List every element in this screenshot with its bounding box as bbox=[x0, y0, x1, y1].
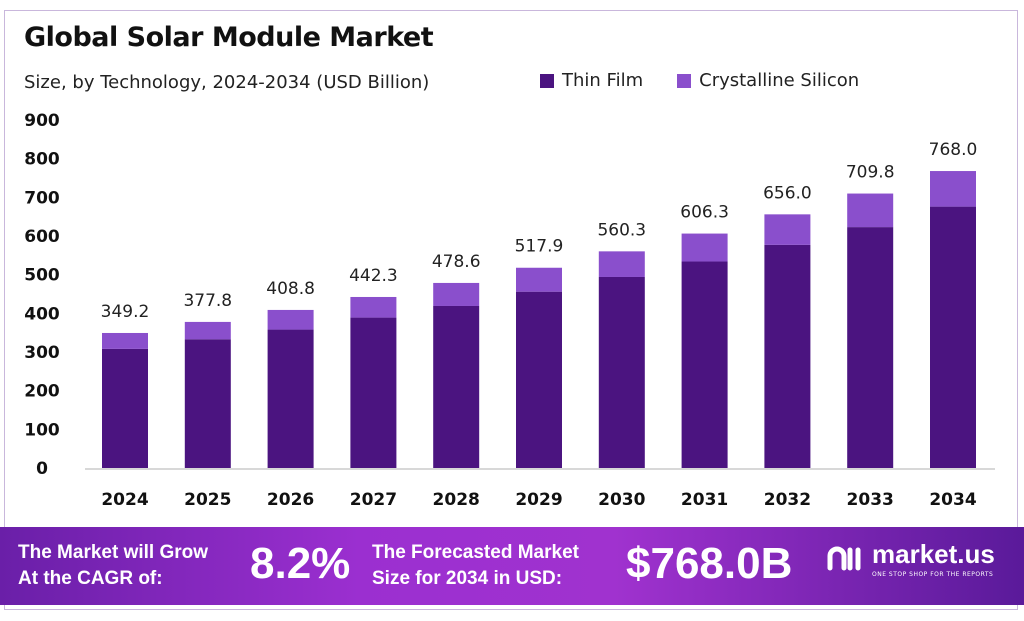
forecast-label: The Forecasted Market Size for 2034 in U… bbox=[372, 540, 579, 592]
x-tick-label: 2029 bbox=[515, 490, 562, 510]
logo-text: market.us bbox=[872, 539, 995, 569]
forecast-label-line2: Size for 2034 in USD: bbox=[372, 568, 563, 589]
y-tick-label: 800 bbox=[24, 150, 60, 170]
forecast-value: $768.0B bbox=[626, 539, 793, 588]
bar-crystalline-silicon-2028 bbox=[433, 282, 480, 306]
bar-crystalline-silicon-2032 bbox=[764, 214, 811, 245]
cagr-label-line1: The Market will Grow bbox=[18, 542, 209, 563]
y-tick-label: 400 bbox=[24, 304, 60, 324]
bar-crystalline-silicon-2026 bbox=[267, 309, 314, 330]
data-label-total: 768.0 bbox=[929, 140, 978, 160]
data-label-total: 656.0 bbox=[763, 183, 812, 203]
x-tick-label: 2026 bbox=[267, 490, 314, 510]
cagr-label: The Market will Grow At the CAGR of: bbox=[18, 540, 208, 592]
bar-thin-film-2032 bbox=[764, 244, 811, 468]
x-tick-label: 2025 bbox=[184, 490, 231, 510]
data-label-total: 560.3 bbox=[597, 220, 646, 240]
legend-label: Crystalline Silicon bbox=[699, 70, 860, 91]
y-tick-label: 100 bbox=[24, 420, 60, 440]
bar-crystalline-silicon-2024 bbox=[102, 332, 148, 349]
data-label-total: 377.8 bbox=[183, 291, 232, 311]
data-label-total: 709.8 bbox=[846, 163, 895, 183]
data-label-total: 478.6 bbox=[432, 252, 481, 272]
x-tick-label: 2030 bbox=[598, 490, 645, 510]
data-label-total: 442.3 bbox=[349, 266, 398, 286]
x-tick-label: 2031 bbox=[681, 490, 728, 510]
bar-crystalline-silicon-2033 bbox=[847, 193, 894, 228]
legend: Thin Film Crystalline Silicon bbox=[540, 70, 859, 91]
bar-crystalline-silicon-2027 bbox=[350, 296, 397, 318]
x-tick-label: 2033 bbox=[847, 490, 894, 510]
bar-crystalline-silicon-2034 bbox=[930, 171, 976, 207]
cagr-value: 8.2% bbox=[250, 539, 351, 588]
data-label-total: 349.2 bbox=[101, 302, 150, 322]
bar-thin-film-2029 bbox=[516, 291, 562, 468]
bar-crystalline-silicon-2031 bbox=[681, 233, 728, 262]
chart-title: Global Solar Module Market bbox=[24, 22, 434, 53]
data-label-total: 408.8 bbox=[266, 279, 315, 299]
bar-thin-film-2028 bbox=[433, 305, 480, 468]
legend-item-thin-film: Thin Film bbox=[540, 70, 643, 91]
legend-item-crystalline-silicon: Crystalline Silicon bbox=[677, 70, 859, 91]
bar-crystalline-silicon-2025 bbox=[184, 321, 231, 340]
y-tick-label: 200 bbox=[24, 382, 60, 402]
y-tick-label: 700 bbox=[24, 188, 60, 208]
logo-icon bbox=[827, 546, 861, 571]
bar-thin-film-2031 bbox=[681, 261, 728, 468]
logo-text-group: market.us ONE STOP SHOP FOR THE REPORTS bbox=[872, 539, 995, 579]
chart-frame bbox=[4, 10, 1018, 610]
bar-chart: 0 100 200 300 400 500 600 700 800 900 349.2 2024 377… bbox=[24, 111, 995, 510]
y-tick-label: 500 bbox=[24, 266, 60, 286]
x-tick-label: 2027 bbox=[350, 490, 397, 510]
legend-swatch-crystalline-silicon bbox=[677, 73, 692, 88]
market-us-logo: market.us ONE STOP SHOP FOR THE REPORTS bbox=[826, 539, 995, 579]
forecast-label-line1: The Forecasted Market bbox=[372, 542, 579, 563]
bar-thin-film-2026 bbox=[267, 329, 314, 468]
x-tick-label: 2024 bbox=[101, 490, 148, 510]
cagr-label-line2: At the CAGR of: bbox=[18, 568, 163, 589]
bar-crystalline-silicon-2029 bbox=[516, 267, 562, 292]
chart-subtitle: Size, by Technology, 2024-2034 (USD Bill… bbox=[24, 72, 430, 93]
y-tick-label: 0 bbox=[36, 459, 48, 479]
data-label-total: 606.3 bbox=[680, 203, 729, 223]
logo-tagline: ONE STOP SHOP FOR THE REPORTS bbox=[872, 571, 994, 578]
bar-crystalline-silicon-2030 bbox=[598, 251, 645, 277]
y-tick-label: 900 bbox=[24, 111, 60, 131]
bar-thin-film-2025 bbox=[184, 339, 231, 468]
bar-thin-film-2034 bbox=[930, 206, 976, 468]
x-tick-label: 2028 bbox=[433, 490, 480, 510]
y-tick-label: 300 bbox=[24, 343, 60, 363]
data-label-total: 517.9 bbox=[515, 237, 564, 257]
x-tick-label: 2032 bbox=[764, 490, 811, 510]
summary-banner: The Market will Grow At the CAGR of: 8.2… bbox=[0, 527, 1024, 605]
x-tick-label: 2034 bbox=[929, 490, 976, 510]
bar-thin-film-2030 bbox=[598, 276, 645, 468]
legend-label: Thin Film bbox=[562, 70, 644, 91]
bar-thin-film-2027 bbox=[350, 317, 397, 468]
bar-thin-film-2024 bbox=[102, 348, 148, 468]
y-tick-label: 600 bbox=[24, 227, 60, 247]
legend-swatch-thin-film bbox=[540, 73, 554, 88]
bar-thin-film-2033 bbox=[847, 227, 894, 468]
